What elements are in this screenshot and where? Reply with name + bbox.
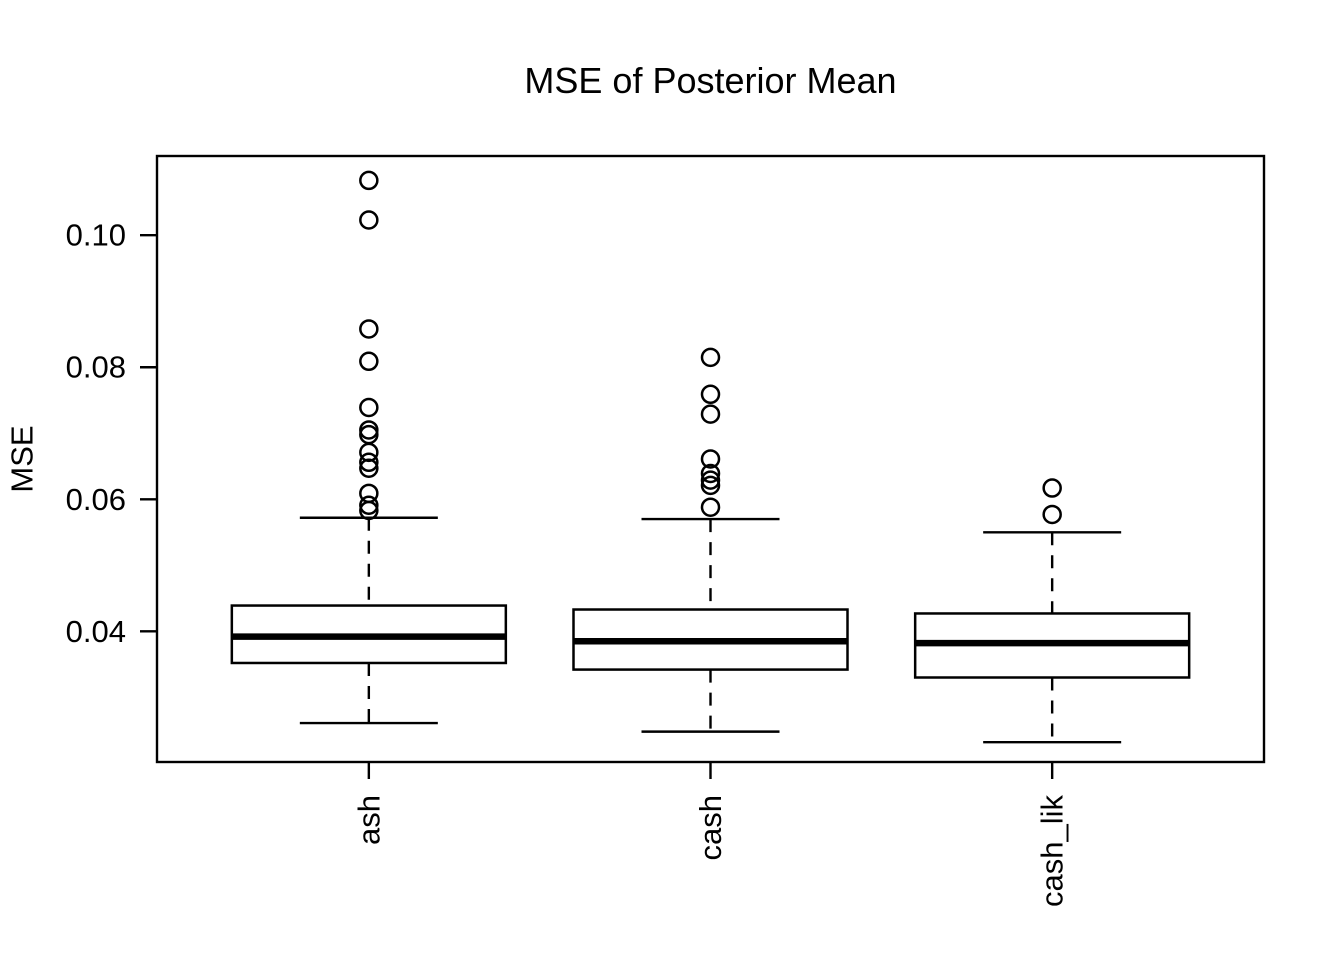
outlier-point: [359, 319, 379, 339]
y-tick-label: 0.08: [66, 350, 126, 385]
y-tick-label: 0.06: [66, 482, 126, 517]
box-cash: [572, 347, 849, 733]
outlier-point: [700, 475, 721, 496]
x-tick-label-ash: ash: [351, 795, 386, 845]
outliers-ash: [359, 170, 379, 521]
outlier-point: [359, 210, 379, 230]
chart-title: MSE of Posterior Mean: [524, 60, 897, 101]
outlier-point: [359, 452, 379, 473]
y-tick-label: 0.04: [66, 614, 126, 649]
outlier-point: [359, 170, 379, 191]
x-tick-label-cash: cash: [693, 795, 728, 860]
outlier-point: [1042, 478, 1062, 498]
outliers-cash_lik: [1042, 478, 1062, 525]
x-axis-cash: cash: [693, 762, 728, 860]
x-axis-ash: ash: [351, 762, 386, 845]
x-tick-label-cash_lik: cash_lik: [1035, 795, 1070, 907]
outlier-point: [1042, 504, 1062, 525]
box-cash_lik: [913, 478, 1191, 744]
outliers-cash: [700, 347, 721, 517]
outlier-point: [359, 483, 379, 504]
outlier-point: [359, 397, 379, 418]
outlier-point: [359, 495, 379, 515]
x-axis-cash_lik: cash_lik: [1035, 762, 1070, 907]
box-ash: [230, 170, 508, 725]
y-axis: 0.04 0.06 0.08 0.10 MSE: [5, 218, 157, 649]
outlier-point: [359, 351, 379, 372]
outlier-point: [700, 497, 721, 517]
outlier-point: [700, 463, 721, 484]
outlier-point: [359, 442, 379, 463]
y-axis-label: MSE: [5, 425, 40, 492]
outlier-point: [700, 404, 721, 424]
outlier-point: [700, 449, 721, 469]
outlier-point: [700, 347, 721, 368]
outlier-point: [359, 420, 379, 440]
y-tick-label: 0.10: [66, 218, 126, 253]
outlier-point: [700, 470, 721, 490]
outlier-point: [700, 384, 721, 405]
